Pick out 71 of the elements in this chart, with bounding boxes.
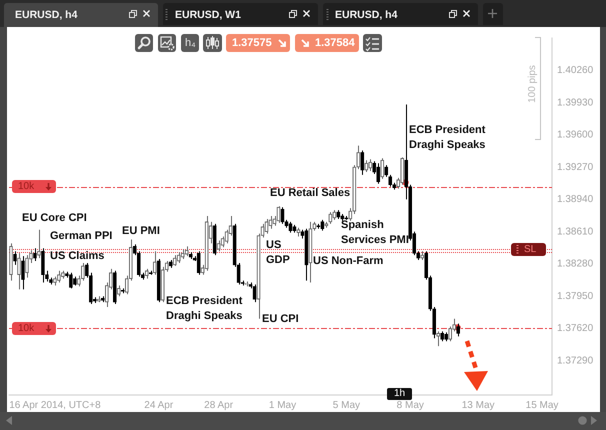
candlestick	[320, 219, 324, 232]
x-tick-label: 1 May	[268, 400, 296, 411]
annotation: EU Retail Sales	[270, 186, 350, 201]
candlestick	[176, 252, 181, 264]
candlestick	[400, 156, 404, 186]
candlestick	[37, 229, 41, 259]
candlestick	[152, 250, 157, 276]
annotation: US Non-Farm	[313, 254, 384, 269]
y-tick-label: 1.37620	[557, 323, 594, 334]
candlestick	[268, 216, 272, 230]
x-tick-label: 16 Apr 2014, UTC+8	[9, 400, 102, 411]
ref-line-label: SL	[524, 243, 536, 256]
candlestick	[360, 150, 364, 176]
candlestick	[224, 229, 228, 244]
candlestick	[288, 221, 292, 234]
candlestick	[17, 252, 21, 290]
candlestick	[116, 284, 121, 297]
candlestick	[332, 210, 336, 220]
candlestick	[368, 158, 372, 172]
annotation: EU CPI	[262, 312, 299, 327]
y-tick-label: 1.37290	[557, 356, 594, 367]
x-tick-label: 24 Apr	[144, 400, 174, 411]
x-tick-label: 13 May	[462, 400, 495, 411]
annotation: 1.37584	[315, 36, 355, 50]
ref-line-label: 10k	[18, 322, 34, 335]
y-tick-label: 1.38280	[557, 258, 594, 270]
y-tick-label: 1.37950	[557, 290, 594, 302]
y-tick-label: 1.39270	[557, 162, 594, 173]
annotation: EU PMI	[122, 224, 160, 239]
candlestick	[33, 248, 37, 262]
annotation: German PPI	[50, 229, 112, 244]
price-button: 1.37584	[295, 34, 359, 52]
candlestick	[41, 248, 45, 284]
candlestick	[448, 326, 452, 342]
candlestick	[356, 145, 360, 170]
y-tick-label: 1.38610	[557, 226, 594, 238]
text: EURUSD, h4	[335, 8, 398, 22]
y-tick-label: 1.39930	[557, 97, 594, 108]
x-tick-label: 15 May	[526, 400, 558, 411]
ref-line-label: 10k	[18, 180, 34, 193]
candlestick	[216, 240, 220, 252]
annotation: ECB President Draghi Speaks	[166, 294, 244, 324]
annotation: EU Core CPI	[22, 211, 87, 226]
annotation: 100 pips	[527, 64, 539, 105]
annotation: ECB President Draghi Speaks	[409, 123, 486, 153]
annotation: h₄	[185, 36, 196, 50]
annotation: 1h	[387, 388, 412, 400]
candlestick	[440, 330, 444, 342]
annotation: US GDP	[266, 238, 291, 268]
candlestick	[13, 250, 17, 266]
x-tick-label: 8 May	[396, 400, 424, 411]
annotation: Spanish Services PMI	[341, 218, 410, 248]
annotation: US Claims	[50, 249, 104, 264]
candlestick	[276, 206, 280, 224]
candlestick	[252, 284, 256, 303]
candlestick	[280, 206, 284, 224]
candlestick	[25, 254, 29, 278]
y-tick-label: 1.38940	[557, 194, 594, 206]
x-tick-label: 28 Apr	[204, 400, 234, 411]
chart-title: EURUSD, h4	[15, 8, 78, 22]
candlestick	[57, 270, 61, 284]
candlestick	[21, 256, 25, 290]
timeframe-button: h₄	[181, 34, 199, 52]
text: EURUSD, W1	[175, 8, 241, 22]
y-tick-label: 1.39600	[557, 130, 594, 141]
annotation: 1.37575	[232, 36, 272, 50]
candlestick	[328, 212, 332, 224]
price-button: 1.37575	[226, 34, 290, 52]
candlestick	[264, 218, 268, 234]
y-tick-label: 1.40260	[557, 65, 594, 76]
x-tick-label: 5 May	[332, 400, 360, 411]
